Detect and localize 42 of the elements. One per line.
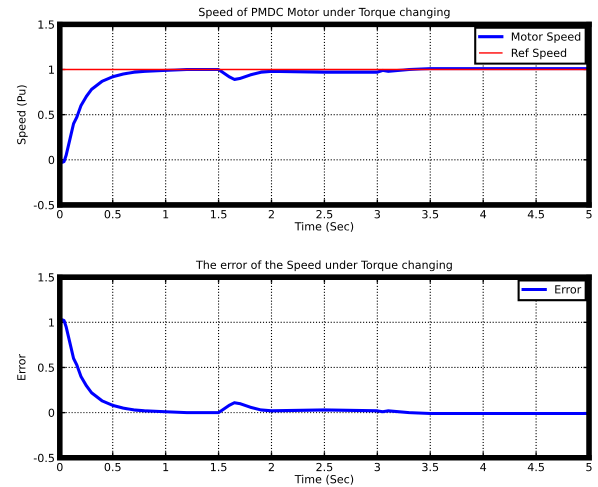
x-tick-label: 0	[57, 462, 63, 472]
x-tick-label: 2	[268, 210, 274, 218]
x-tick-label: 5	[586, 462, 592, 472]
y-tick-label: 0.5	[38, 363, 54, 372]
x-tick-label: 1	[163, 210, 168, 218]
y-tick-label: 0.5	[38, 110, 54, 120]
x-tick-label: 3.5	[422, 210, 438, 218]
y-tick-label: -0.5	[34, 454, 54, 462]
x-tick-label: 1	[163, 462, 168, 472]
x-axis-title: Time (Sec)	[294, 474, 354, 485]
x-tick-label: 1.5	[210, 210, 226, 218]
x-tick-label: 4.5	[528, 462, 544, 472]
x-tick-label: 2.5	[316, 462, 332, 472]
x-tick-label: 2	[268, 462, 274, 472]
chart-title: Speed of PMDC Motor under Torque changing	[199, 8, 450, 18]
legend-label: Error	[555, 285, 582, 294]
y-axis-title: Error	[17, 354, 26, 380]
line-series	[60, 318, 590, 416]
y-tick-label: 0	[48, 156, 54, 164]
x-axis-title: Time (Sec)	[294, 222, 354, 232]
x-tick-label: 0.5	[104, 462, 121, 472]
y-axis-title: Speed (Pu)	[16, 85, 28, 144]
y-tick-label: 1	[49, 318, 54, 327]
y-tick-label: 1	[49, 66, 54, 74]
x-tick-label: 4.5	[528, 210, 544, 218]
x-tick-label: 3	[374, 462, 380, 472]
x-tick-label: 4	[480, 210, 486, 218]
x-tick-label: 3.5	[422, 462, 438, 472]
legend-label: Ref Speed	[512, 48, 566, 60]
x-tick-label: 5	[586, 210, 592, 218]
y-tick-label: 1.5	[38, 20, 54, 29]
x-tick-label: 0	[57, 210, 63, 218]
x-tick-label: 4	[480, 462, 486, 472]
x-tick-label: 1.5	[210, 462, 226, 472]
y-tick-label: 0	[48, 408, 54, 418]
legend-label: Motor Speed	[512, 32, 580, 43]
x-tick-label: 3	[374, 210, 380, 218]
y-tick-label: -0.5	[34, 200, 54, 210]
x-tick-label: 2.5	[316, 210, 332, 218]
y-tick-label: 1.5	[38, 273, 54, 282]
x-tick-label: 0.5	[104, 210, 121, 218]
chart-title: The error of the Speed under Torque changing	[196, 260, 452, 272]
